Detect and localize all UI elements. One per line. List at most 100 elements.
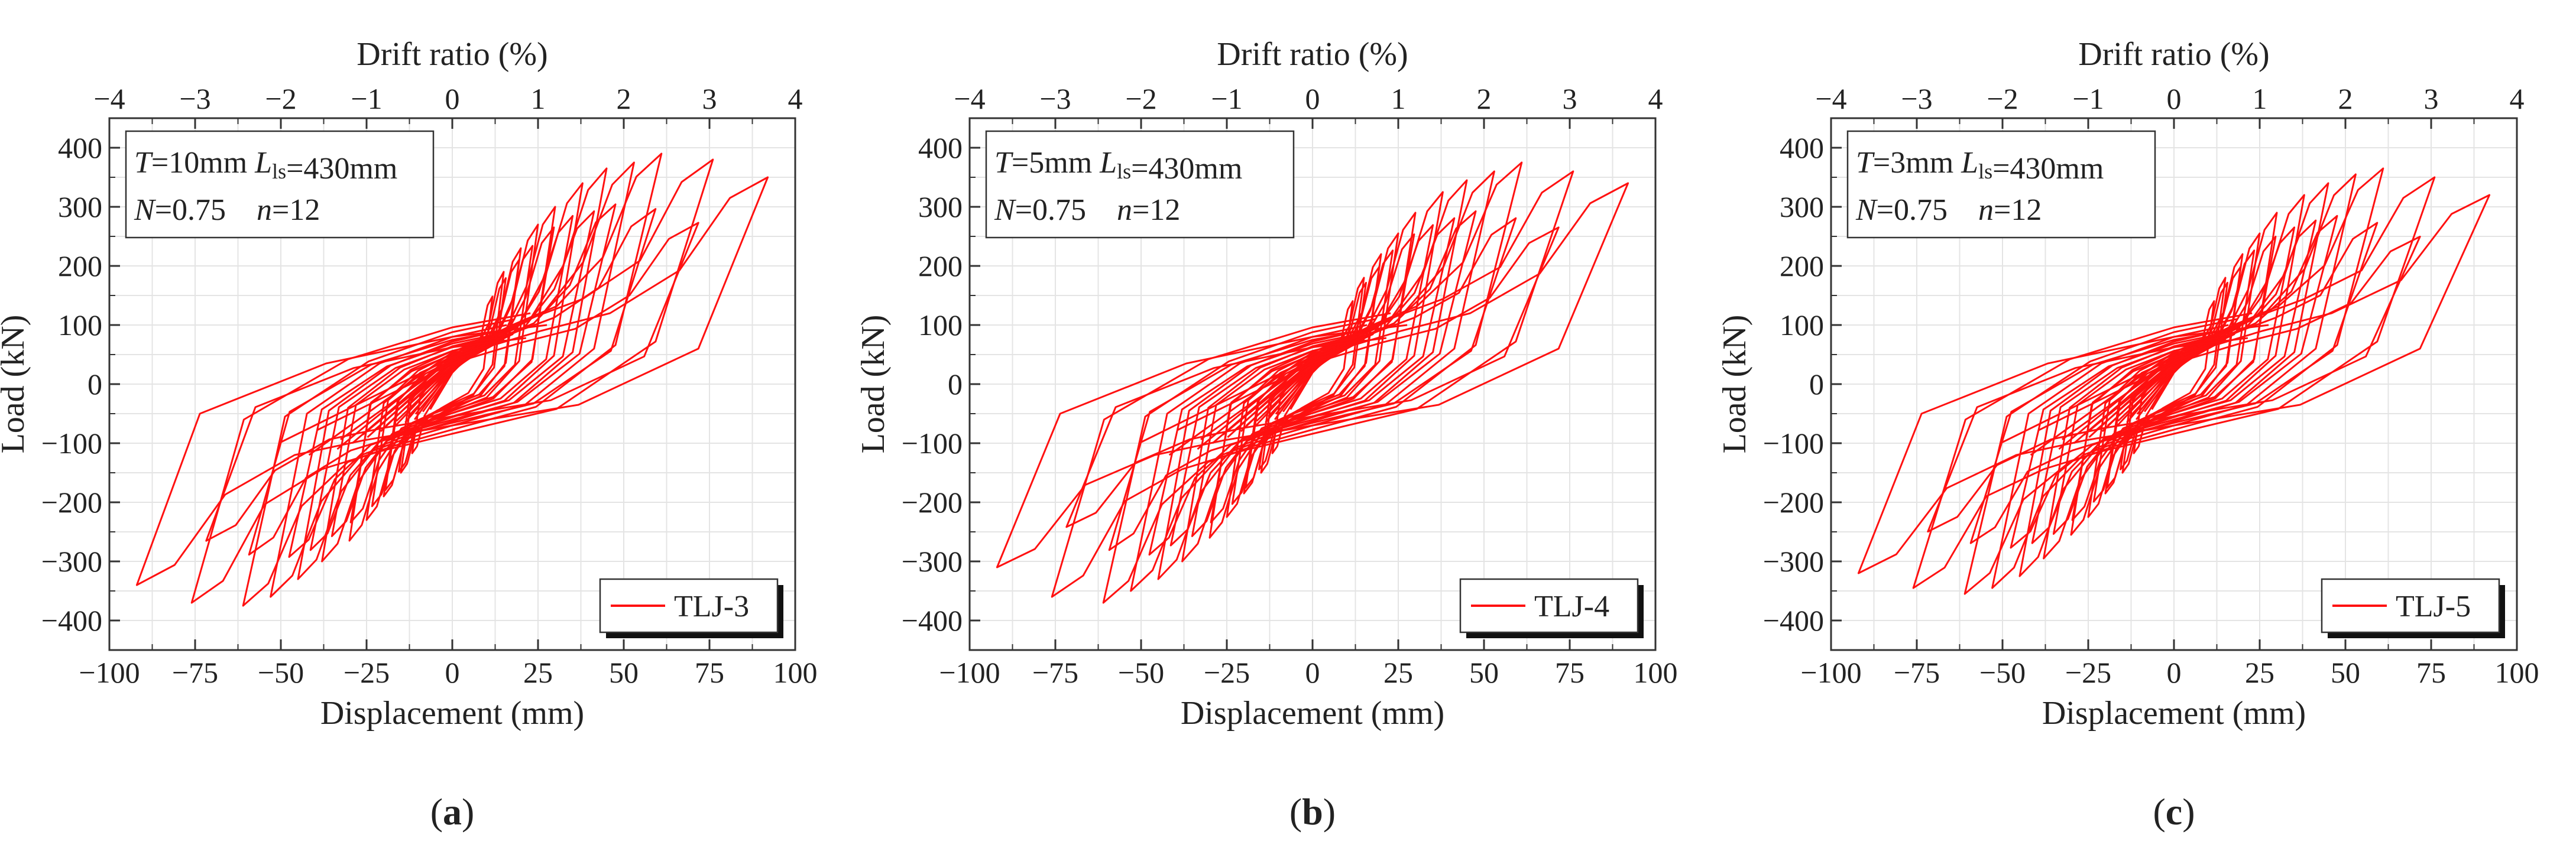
- x-tick-label: 75: [695, 656, 724, 689]
- y-axis-label: Load (kN): [855, 315, 892, 454]
- annotation-line-1: T=3mm Lls=430mm: [1856, 146, 2104, 186]
- y-tick-label: −100: [902, 427, 963, 460]
- y-tick-label: −200: [902, 486, 963, 519]
- top-axis-label: Drift ratio (%): [357, 36, 547, 73]
- legend-label: TLJ-4: [1534, 590, 1609, 623]
- top-tick-label: 0: [445, 82, 460, 115]
- x-tick-label: 0: [2167, 656, 2182, 689]
- hysteresis-loop-repeat: [2010, 215, 2338, 549]
- hysteresis-loop-repeat: [288, 203, 617, 558]
- x-tick-label: 75: [2416, 656, 2446, 689]
- x-tick-label: −100: [1800, 656, 1861, 689]
- y-tick-label: 100: [58, 308, 102, 342]
- y-tick-label: −100: [1763, 427, 1824, 460]
- top-tick-label: −2: [1987, 82, 2018, 115]
- hysteresis-loop: [1102, 161, 1523, 604]
- y-tick-label: 400: [1780, 131, 1824, 164]
- top-tick-label: −3: [1901, 82, 1932, 115]
- chart-panel-2: −100 −75 −50 −25 0 25 50 75 100 −400 −300 −200 −100 0…: [855, 36, 1678, 833]
- annotation-line-2: N=0.75 n=12: [134, 193, 320, 227]
- x-tick-label: 50: [2331, 656, 2360, 689]
- top-tick-label: 0: [2167, 82, 2182, 115]
- y-tick-label: 100: [1780, 308, 1824, 342]
- y-tick-label: 200: [58, 249, 102, 282]
- chart-panel-1: −100 −75 −50 −25 0 25 50 75 100 −400 −300 −200 −100 0…: [0, 36, 818, 833]
- top-tick-label: 3: [702, 82, 717, 115]
- top-tick-label: −1: [2072, 82, 2104, 115]
- top-tick-label: −3: [1039, 82, 1071, 115]
- hysteresis-loop-repeat: [1108, 217, 1517, 551]
- x-tick-label: 50: [1469, 656, 1499, 689]
- y-tick-label: −400: [902, 604, 963, 637]
- top-tick-label: 2: [2338, 82, 2353, 115]
- hysteresis-loop: [1051, 170, 1574, 598]
- y-tick-label: −400: [1763, 604, 1824, 637]
- top-tick-label: 1: [2253, 82, 2267, 115]
- top-tick-label: −1: [1211, 82, 1242, 115]
- annotation-line-1: T=5mm Lls=430mm: [994, 146, 1242, 186]
- x-tick-label: −75: [1032, 656, 1078, 689]
- y-tick-label: −400: [41, 604, 102, 637]
- x-tick-label: −50: [1979, 656, 2026, 689]
- top-tick-label: −3: [179, 82, 210, 115]
- annotation-line-2: N=0.75 n=12: [1855, 193, 2042, 227]
- x-tick-label: 0: [1305, 656, 1320, 689]
- y-tick-label: 300: [58, 190, 102, 223]
- top-tick-label: 4: [788, 82, 803, 115]
- hysteresis-loop: [2018, 182, 2329, 577]
- legend-label: TLJ-3: [674, 590, 749, 623]
- hysteresis-loop-repeat: [205, 222, 699, 542]
- top-tick-label: −2: [265, 82, 296, 115]
- x-axis-label: Displacement (mm): [320, 695, 584, 732]
- x-axis-label: Displacement (mm): [1181, 695, 1444, 732]
- y-tick-label: −300: [902, 545, 963, 578]
- x-axis-label: Displacement (mm): [2042, 695, 2306, 732]
- x-tick-label: 25: [523, 656, 553, 689]
- series-TLJ-5: [1857, 167, 2491, 595]
- y-tick-label: −300: [41, 545, 102, 578]
- annotation-box: [1846, 130, 2156, 239]
- annotation-box: [985, 130, 1295, 239]
- chart-panel-3: −100 −75 −50 −25 0 25 50 75 100 −400 −300 −200 −100 0…: [1716, 36, 2539, 833]
- y-tick-label: −200: [1763, 486, 1824, 519]
- y-tick-label: −300: [1763, 545, 1824, 578]
- y-tick-label: −100: [41, 427, 102, 460]
- series-TLJ-4: [996, 161, 1629, 604]
- y-tick-label: 0: [88, 368, 102, 401]
- x-tick-label: −50: [258, 656, 304, 689]
- top-tick-label: −4: [1815, 82, 1846, 115]
- x-tick-label: 25: [1383, 656, 1413, 689]
- x-tick-label: −25: [2065, 656, 2111, 689]
- x-tick-label: −25: [1204, 656, 1250, 689]
- annotation-line-1: T=10mm Lls=430mm: [134, 146, 397, 186]
- top-tick-label: 1: [531, 82, 546, 115]
- top-tick-label: 0: [1305, 82, 1320, 115]
- x-tick-label: −75: [1894, 656, 1940, 689]
- y-tick-label: 0: [948, 368, 963, 401]
- panel-label: (a): [430, 791, 475, 833]
- top-tick-label: 3: [1563, 82, 1577, 115]
- top-tick-label: 2: [1477, 82, 1492, 115]
- x-tick-label: 50: [609, 656, 639, 689]
- y-tick-label: 400: [918, 131, 963, 164]
- top-tick-label: 3: [2424, 82, 2439, 115]
- y-axis-label: Load (kN): [1716, 315, 1753, 454]
- hysteresis-loop-repeat: [1927, 235, 2421, 533]
- panel-label: (b): [1289, 791, 1336, 833]
- annotation-box: [125, 130, 435, 239]
- top-tick-label: −2: [1125, 82, 1156, 115]
- y-axis-label: Load (kN): [0, 315, 31, 454]
- y-tick-label: 200: [918, 249, 963, 282]
- hysteresis-loop: [1963, 167, 2384, 595]
- top-tick-label: 1: [1391, 82, 1406, 115]
- series-TLJ-3: [135, 152, 769, 607]
- top-tick-label: −1: [351, 82, 382, 115]
- y-tick-label: 0: [1809, 368, 1824, 401]
- top-axis-label: Drift ratio (%): [1217, 36, 1408, 73]
- top-tick-label: 2: [617, 82, 631, 115]
- legend-label: TLJ-5: [2396, 590, 2471, 623]
- top-axis-label: Drift ratio (%): [2078, 36, 2269, 73]
- y-tick-label: 100: [918, 308, 963, 342]
- hysteresis-loop: [1912, 176, 2436, 589]
